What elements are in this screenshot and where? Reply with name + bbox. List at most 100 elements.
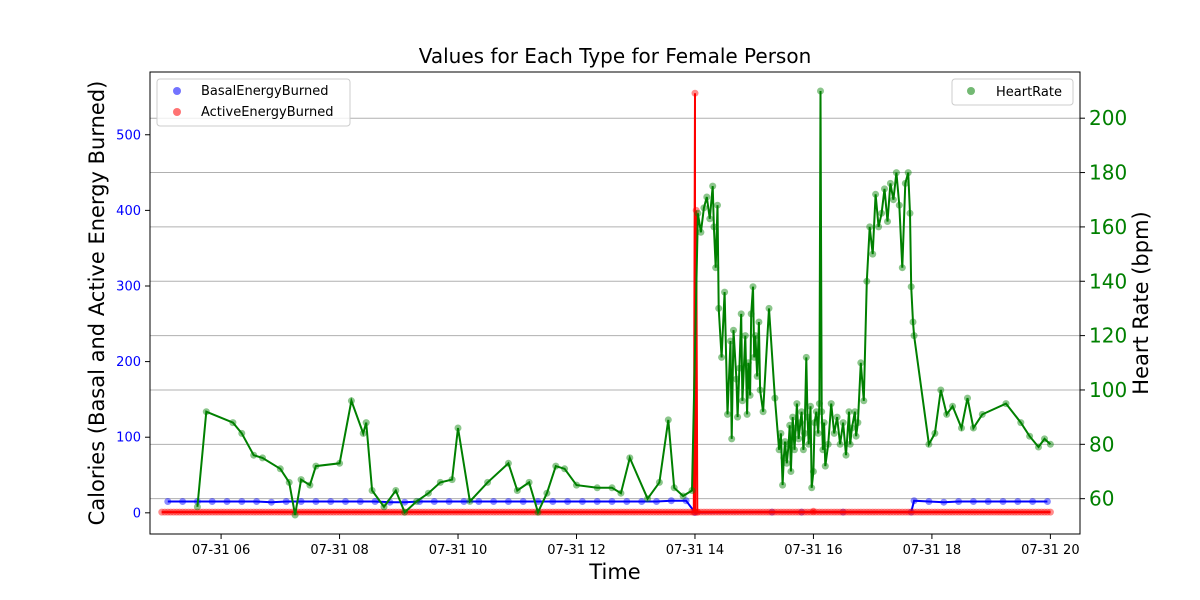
- data-point-heartrate: [881, 185, 888, 193]
- data-point-heartrate: [362, 419, 370, 427]
- data-point-activeenergyburned: [182, 508, 189, 516]
- data-point-heartrate: [931, 429, 939, 437]
- data-point-heartrate: [714, 201, 721, 209]
- data-point-activeenergyburned: [759, 508, 767, 516]
- y-left-tick-label: 500: [116, 128, 141, 143]
- legend-basal-label: BasalEnergyBurned: [201, 84, 329, 99]
- data-point-heartrate: [860, 397, 868, 405]
- data-point-heartrate: [820, 419, 828, 427]
- data-point-activeenergyburned: [410, 508, 418, 516]
- data-point-activeenergyburned: [513, 508, 521, 516]
- data-point-heartrate: [732, 375, 740, 383]
- data-point-activeenergyburned: [961, 508, 968, 516]
- legend-active-label: ActiveEnergyBurned: [201, 105, 334, 120]
- data-point-activeenergyburned: [744, 508, 752, 516]
- data-point-activeenergyburned: [866, 508, 874, 516]
- data-point-heartrate: [949, 402, 957, 410]
- data-point-heartrate: [869, 250, 877, 258]
- data-point-activeenergyburned: [922, 508, 930, 516]
- data-point-heartrate: [593, 484, 601, 492]
- data-point-heartrate: [202, 408, 210, 416]
- data-point-activeenergyburned: [691, 508, 699, 516]
- data-point-activeenergyburned: [587, 508, 595, 516]
- data-point-basalenergyburned: [282, 498, 290, 505]
- data-point-heartrate: [833, 413, 841, 421]
- data-point-heartrate: [448, 476, 456, 484]
- data-point-heartrate: [819, 446, 827, 454]
- data-point-activeenergyburned: [644, 508, 652, 516]
- data-point-activeenergyburned: [596, 508, 604, 516]
- data-point-activeenergyburned: [564, 508, 572, 516]
- data-point-activeenergyburned: [555, 508, 563, 516]
- data-point-basalenergyburned: [238, 498, 246, 505]
- data-point-heartrate: [814, 429, 822, 437]
- data-point-heartrate: [297, 476, 305, 484]
- data-point-basalenergyburned: [490, 498, 498, 505]
- data-point-activeenergyburned: [964, 508, 971, 516]
- data-point-activeenergyburned: [839, 508, 847, 516]
- data-point-activeenergyburned: [164, 508, 172, 516]
- data-point-heartrate: [561, 465, 569, 473]
- series-heartrate: [193, 87, 1054, 519]
- data-point-activeenergyburned: [167, 508, 175, 516]
- data-point-activeenergyburned: [774, 508, 782, 516]
- data-point-activeenergyburned: [629, 508, 637, 516]
- data-point-activeenergyburned: [297, 508, 305, 516]
- data-point-activeenergyburned: [584, 508, 592, 516]
- data-point-activeenergyburned: [238, 508, 246, 516]
- data-point-activeenergyburned: [185, 508, 192, 516]
- data-point-activeenergyburned: [259, 508, 266, 516]
- data-point-activeenergyburned: [952, 508, 960, 516]
- data-point-activeenergyburned: [724, 508, 731, 516]
- data-point-activeenergyburned: [576, 508, 583, 516]
- series-line-basalenergyburned: [167, 499, 1048, 514]
- data-point-activeenergyburned: [693, 508, 701, 516]
- data-point-heartrate: [904, 169, 912, 177]
- data-point-activeenergyburned: [501, 508, 509, 516]
- data-point-activeenergyburned: [377, 508, 385, 516]
- data-point-basalenergyburned: [312, 498, 320, 505]
- data-point-activeenergyburned: [833, 508, 841, 516]
- data-point-activeenergyburned: [653, 508, 660, 516]
- data-point-heartrate: [969, 424, 977, 432]
- x-tick-label: 07-31 12: [547, 543, 605, 558]
- data-point-activeenergyburned: [496, 508, 503, 516]
- data-point-activeenergyburned: [176, 508, 184, 516]
- legend-left: BasalEnergyBurned ActiveEnergyBurned: [156, 78, 351, 127]
- data-point-activeenergyburned: [220, 508, 228, 516]
- data-point-activeenergyburned: [958, 508, 965, 516]
- data-point-heartrate: [276, 465, 284, 473]
- data-point-activeenergyburned: [1020, 508, 1028, 516]
- data-point-basalenergyburned: [253, 498, 261, 505]
- data-point-activeenergyburned: [484, 508, 492, 516]
- data-point-activeenergyburned: [872, 508, 880, 516]
- data-point-heartrate: [799, 446, 807, 454]
- data-point-activeenergyburned: [359, 508, 367, 516]
- data-point-heartrate: [454, 424, 462, 432]
- data-point-activeenergyburned: [884, 508, 891, 516]
- data-point-activeenergyburned: [424, 508, 432, 516]
- data-point-heartrate: [863, 277, 871, 285]
- data-point-heartrate: [818, 408, 826, 416]
- data-point-heartrate: [780, 454, 788, 462]
- y-right-tick-label: 140: [1089, 269, 1127, 293]
- data-point-activeenergyburned: [673, 508, 681, 516]
- data-point-activeenergyburned: [626, 508, 634, 516]
- data-point-activeenergyburned: [208, 508, 216, 516]
- data-point-heartrate: [724, 410, 731, 418]
- data-point-activeenergyburned: [795, 508, 803, 516]
- data-point-activeenergyburned: [250, 508, 258, 516]
- data-point-activeenergyburned: [771, 508, 779, 516]
- data-point-activeenergyburned: [650, 508, 657, 516]
- data-point-activeenergyburned: [886, 508, 894, 516]
- data-point-activeenergyburned: [916, 508, 924, 516]
- data-point-activeenergyburned: [830, 508, 838, 516]
- data-point-basalenergyburned: [1043, 498, 1051, 505]
- data-point-activeenergyburned: [510, 508, 518, 516]
- data-point-basalenergyburned: [667, 497, 675, 505]
- data-point-activeenergyburned: [815, 508, 823, 516]
- data-point-heartrate: [781, 438, 789, 446]
- data-point-activeenergyburned: [244, 508, 252, 516]
- data-point-activeenergyburned: [478, 508, 486, 516]
- data-point-activeenergyburned: [1032, 508, 1040, 516]
